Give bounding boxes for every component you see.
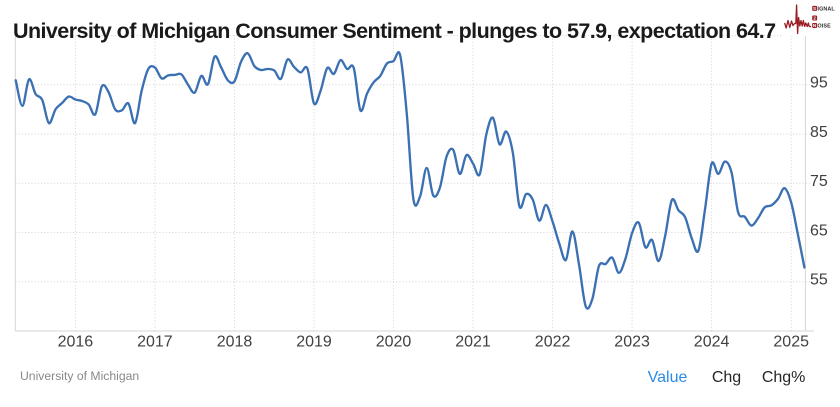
svg-text:85: 85 [810, 124, 828, 141]
svg-text:2025: 2025 [773, 334, 809, 351]
svg-text:2021: 2021 [455, 334, 491, 351]
svg-text:2019: 2019 [296, 334, 332, 351]
svg-text:2024: 2024 [694, 334, 730, 351]
svg-text:S: S [813, 6, 816, 11]
svg-text:95: 95 [810, 75, 828, 92]
svg-text:OISE: OISE [818, 23, 832, 29]
svg-text:55: 55 [810, 272, 828, 289]
svg-text:2017: 2017 [137, 334, 173, 351]
svg-text:65: 65 [810, 222, 828, 239]
svg-text:2018: 2018 [217, 334, 253, 351]
svg-text:N: N [813, 23, 817, 28]
svg-text:2023: 2023 [614, 334, 650, 351]
svg-text:2020: 2020 [376, 334, 412, 351]
svg-text:2016: 2016 [58, 334, 94, 351]
svg-text:IGNAL: IGNAL [818, 6, 836, 12]
svg-text:2: 2 [813, 16, 816, 21]
svg-text:2022: 2022 [535, 334, 571, 351]
svg-text:75: 75 [810, 173, 828, 190]
